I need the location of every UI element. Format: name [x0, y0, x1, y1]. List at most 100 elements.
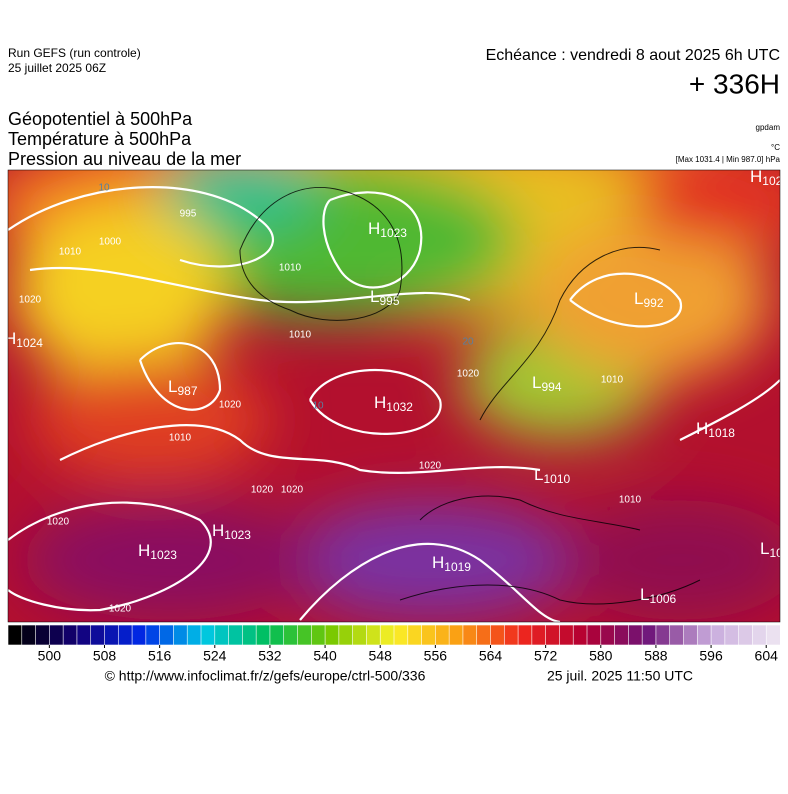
- isobar-label: 1020: [47, 517, 70, 528]
- pressure-center: L994: [532, 373, 562, 394]
- field: Température à 500hPa: [8, 129, 192, 149]
- colorbar-cell: [476, 624, 492, 646]
- colorbar-cell: [159, 624, 175, 646]
- pressure-center: H1019: [432, 553, 471, 574]
- colorbar-cell: [683, 624, 698, 646]
- isobar-label: 1020: [109, 604, 132, 615]
- isobar-label: 1010: [619, 495, 642, 506]
- colorbar-tick-label: 580: [589, 648, 613, 664]
- colorbar: 500 508 516 524 532 540 548 556 564 572 580 588 596 6…: [7, 624, 781, 664]
- colorbar-cell: [173, 624, 188, 646]
- temperature-label: 10: [98, 183, 110, 194]
- colorbar-cell: [462, 624, 478, 646]
- colorbar-tick-label: 596: [699, 648, 723, 664]
- map-frame: [7, 169, 781, 623]
- colorbar-tick-label: 556: [424, 648, 448, 664]
- colorbar-cell: [186, 624, 202, 646]
- pressure-center: H1032: [374, 393, 413, 414]
- colorbar-cell: [531, 624, 547, 646]
- pressure-center: L10: [760, 539, 783, 560]
- colorbar-cell: [503, 624, 519, 646]
- field: Pression au niveau de la mer: [8, 149, 241, 169]
- colorbar-cell: [600, 624, 616, 646]
- colorbar-tick-label: 588: [644, 648, 668, 664]
- isobar-label: 1010: [601, 375, 624, 386]
- pressure-center: H1018: [696, 419, 735, 440]
- colorbar-cell: [641, 624, 657, 646]
- valid-time: Echéance : vendredi 8 aout 2025 6h UTC: [486, 47, 780, 64]
- colorbar-cell: [104, 624, 119, 646]
- pressure-center: H1023: [368, 219, 407, 240]
- lead-time: + 336H: [689, 68, 780, 99]
- run: Run GEFS (run controle): [8, 46, 141, 60]
- colorbar-cell: [724, 624, 740, 646]
- colorbar-cell: [655, 624, 671, 646]
- colorbar-cell: [145, 624, 161, 646]
- colorbar-cell: [76, 624, 92, 646]
- isobar-label: 1020: [219, 400, 242, 411]
- pressure-center: H1024: [4, 329, 43, 350]
- colorbar-cell: [752, 624, 767, 646]
- colorbar-cell: [62, 624, 78, 646]
- colorbar-tick-label: 516: [148, 648, 172, 664]
- pressure-center: H1023: [212, 521, 251, 542]
- colorbar-cell: [338, 624, 354, 646]
- colorbar-cell: [628, 624, 643, 646]
- isobar-label: 1010: [279, 263, 302, 274]
- colorbar-cell: [255, 624, 271, 646]
- colorbar-cell: [21, 624, 37, 646]
- colorbar-tick-label: 540: [313, 648, 337, 664]
- pressure-center: L1006: [640, 585, 676, 606]
- isobar-label: 995: [180, 209, 197, 220]
- isobar-label: 1010: [59, 247, 82, 258]
- colorbar-cell: [586, 624, 602, 646]
- colorbar-cell: [379, 624, 395, 646]
- colorbar-tick-label: 572: [534, 648, 558, 664]
- colorbar-cell: [200, 624, 216, 646]
- colorbar-cell: [242, 624, 257, 646]
- colorbar-cell: [366, 624, 381, 646]
- colorbar-cell: [572, 624, 588, 646]
- colorbar-cell: [545, 624, 561, 646]
- colorbar-cell: [435, 624, 450, 646]
- isobar-label: 1020: [19, 295, 42, 306]
- colorbar-cell: [559, 624, 574, 646]
- colorbar-cell: [269, 624, 285, 646]
- isobar-label: 1020: [251, 485, 274, 496]
- pressure-center: L987: [168, 377, 198, 398]
- colorbar-cell: [669, 624, 685, 646]
- isobar-label: 1020: [419, 461, 442, 472]
- colorbar-cell: [283, 624, 299, 646]
- colorbar-cell: [710, 624, 726, 646]
- isobar-label: 1010: [289, 330, 312, 341]
- temperature-label: 20: [462, 337, 474, 348]
- isobar-label: 1000: [99, 237, 122, 248]
- colorbar-cell: [352, 624, 368, 646]
- colorbar-cell: [448, 624, 464, 646]
- colorbar-tick-label: 564: [479, 648, 503, 664]
- field: Géopotentiel à 500hPa: [8, 109, 193, 129]
- colorbar-cell: [49, 624, 64, 646]
- unit: [Max 1031.4 | Min 987.0] hPa: [676, 155, 781, 164]
- colorbar-cell: [297, 624, 312, 646]
- colorbar-tick-label: 604: [755, 648, 779, 664]
- isobar-label: 1020: [281, 485, 304, 496]
- colorbar-cell: [421, 624, 436, 646]
- isobar-label: 1020: [457, 369, 480, 380]
- pressure-center: L992: [634, 289, 664, 310]
- colorbar-tick-label: 500: [38, 648, 62, 664]
- colorbar-cell: [214, 624, 230, 646]
- pressure-center: H1023: [138, 541, 177, 562]
- colorbar-cell: [228, 624, 243, 646]
- source: © http://www.infoclimat.fr/z/gefs/europe…: [105, 668, 426, 684]
- pressure-center: H102: [750, 167, 783, 188]
- colorbar-cell: [35, 624, 50, 646]
- pressure-center: L995: [370, 287, 400, 308]
- unit: °C: [771, 143, 780, 152]
- colorbar-cell: [90, 624, 106, 646]
- colorbar-cell: [117, 624, 133, 646]
- colorbar-cell: [131, 624, 147, 646]
- map: H1023 L995 L992 H1024 L987 H1032 L994 H1…: [4, 167, 783, 622]
- colorbar-cell: [324, 624, 340, 646]
